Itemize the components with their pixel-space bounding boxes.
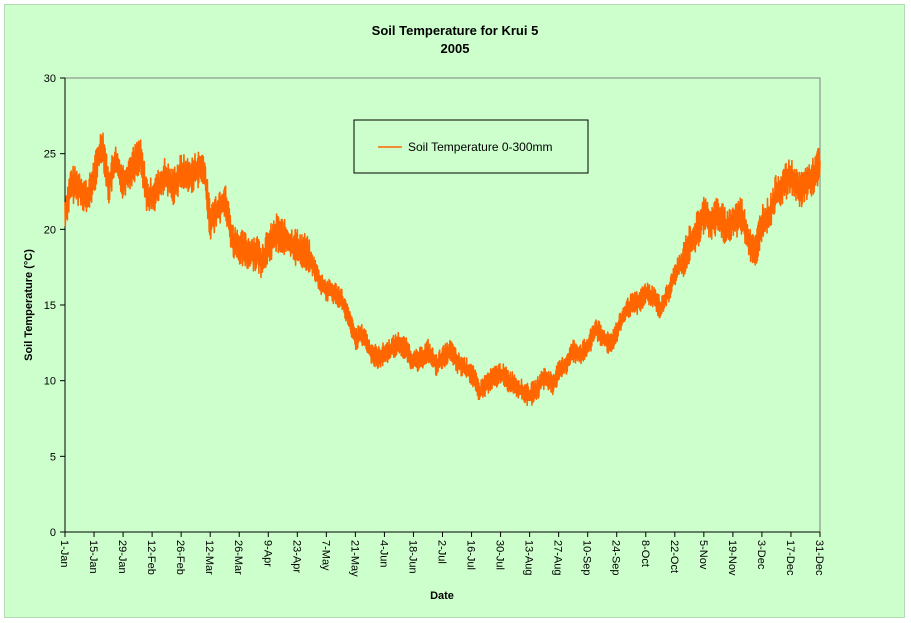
x-tick-label: 4-Jun bbox=[377, 540, 389, 568]
y-tick-label: 25 bbox=[44, 149, 56, 161]
x-tick-label: 10-Sep bbox=[581, 540, 593, 575]
legend: Soil Temperature 0-300mm bbox=[353, 119, 589, 174]
x-tick-label: 13-Aug bbox=[523, 540, 535, 575]
chart-subtitle: 2005 bbox=[441, 41, 470, 56]
x-tick-label: 24-Sep bbox=[610, 540, 622, 575]
x-axis: 1-Jan 15-Jan 29-Jan 12-Feb 26-Feb 12-Mar 26-Ma… bbox=[58, 531, 825, 577]
x-tick-label: 19-Nov bbox=[726, 540, 738, 576]
x-tick-label: 23-Apr bbox=[290, 540, 302, 573]
legend-entry: Soil Temperature 0-300mm bbox=[408, 140, 553, 154]
x-tick-label: 21-May bbox=[348, 540, 360, 577]
x-tick-label: 30-Jul bbox=[494, 540, 506, 570]
y-tick-label: 10 bbox=[44, 376, 56, 388]
x-tick-label: 8-Oct bbox=[639, 540, 651, 567]
x-tick-label: 7-May bbox=[319, 540, 331, 571]
x-axis-title: Date bbox=[430, 590, 454, 602]
x-tick-label: 5-Nov bbox=[697, 540, 709, 570]
x-tick-label: 12-Mar bbox=[203, 540, 215, 575]
y-tick-label: 5 bbox=[50, 451, 56, 463]
x-tick-label: 31-Dec bbox=[813, 540, 825, 576]
chart-title: Soil Temperature for Krui 5 bbox=[372, 23, 539, 38]
x-tick-label: 3-Dec bbox=[755, 540, 767, 570]
x-tick-label: 12-Feb bbox=[145, 540, 157, 575]
x-tick-label: 22-Oct bbox=[668, 540, 680, 573]
x-tick-label: 26-Feb bbox=[174, 540, 186, 575]
x-tick-label: 16-Jul bbox=[465, 540, 477, 570]
x-tick-label: 2-Jul bbox=[436, 540, 448, 564]
x-tick-label: 27-Aug bbox=[552, 540, 564, 575]
series-line-soil-temperature bbox=[64, 132, 821, 407]
x-tick-label: 17-Dec bbox=[784, 540, 796, 576]
y-axis-title: Soil Temperature (°C) bbox=[23, 249, 35, 361]
x-tick-label: 18-Jun bbox=[406, 540, 418, 574]
y-tick-label: 30 bbox=[44, 73, 56, 85]
y-axis: 0 5 10 15 20 25 30 bbox=[44, 73, 66, 539]
x-tick-label: 15-Jan bbox=[87, 540, 99, 574]
y-tick-label: 15 bbox=[44, 300, 56, 312]
x-tick-label: 9-Apr bbox=[261, 540, 273, 567]
y-tick-label: 20 bbox=[44, 224, 56, 236]
x-tick-label: 26-Mar bbox=[232, 540, 244, 575]
y-tick-label: 0 bbox=[50, 527, 56, 539]
x-tick-label: 29-Jan bbox=[116, 540, 128, 574]
x-tick-label: 1-Jan bbox=[58, 540, 70, 568]
